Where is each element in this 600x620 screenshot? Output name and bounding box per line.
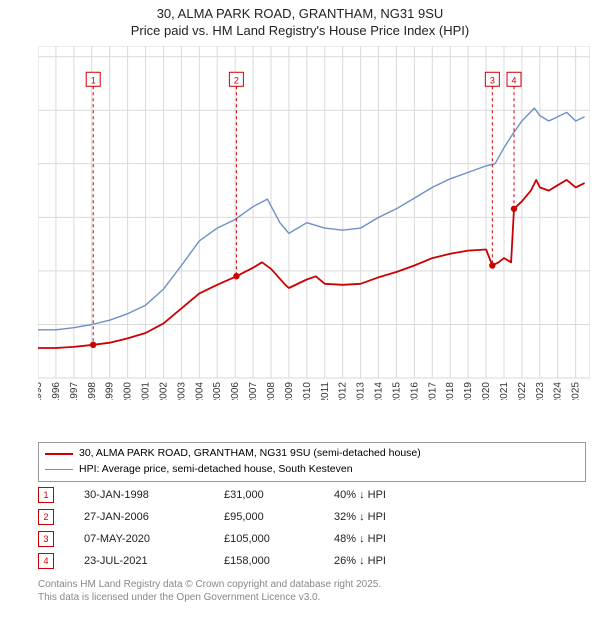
sale-marker-number: 4	[512, 75, 517, 85]
x-tick-label: 2004	[194, 382, 205, 400]
x-tick-label: 2019	[463, 382, 474, 400]
sale-date: 07-MAY-2020	[84, 533, 224, 545]
x-tick-label: 2021	[499, 382, 510, 400]
footer: Contains HM Land Registry data © Crown c…	[38, 578, 381, 604]
sale-price: £105,000	[224, 533, 334, 545]
x-tick-label: 1996	[51, 382, 62, 400]
sale-number-box: 1	[38, 487, 54, 503]
x-tick-label: 1995	[38, 382, 44, 400]
x-tick-label: 2003	[176, 382, 187, 400]
sale-marker-number: 1	[91, 75, 96, 85]
x-tick-label: 2018	[445, 382, 456, 400]
x-tick-label: 2022	[517, 382, 528, 400]
x-tick-label: 1998	[87, 382, 98, 400]
sale-date: 23-JUL-2021	[84, 555, 224, 567]
chart-container: 30, ALMA PARK ROAD, GRANTHAM, NG31 9SU P…	[0, 0, 600, 620]
x-tick-label: 2007	[248, 382, 259, 400]
x-tick-label: 2000	[123, 382, 134, 400]
sale-number-box: 4	[38, 553, 54, 569]
footer-line-1: Contains HM Land Registry data © Crown c…	[38, 578, 381, 591]
x-tick-label: 1997	[69, 382, 80, 400]
legend: 30, ALMA PARK ROAD, GRANTHAM, NG31 9SU (…	[38, 442, 586, 482]
x-tick-label: 2016	[409, 382, 420, 400]
sale-marker-number: 2	[234, 75, 239, 85]
sale-price: £31,000	[224, 489, 334, 501]
x-tick-label: 2010	[302, 382, 313, 400]
sale-marker-dot	[90, 342, 96, 348]
x-tick-label: 2024	[553, 382, 564, 400]
legend-item: HPI: Average price, semi-detached house,…	[45, 462, 579, 478]
table-row: 2 27-JAN-2006£95,00032% ↓ HPI	[38, 506, 386, 528]
x-tick-label: 2002	[158, 382, 169, 400]
sale-date: 30-JAN-1998	[84, 489, 224, 501]
table-row: 1 30-JAN-1998£31,00040% ↓ HPI	[38, 484, 386, 506]
x-tick-label: 2012	[338, 382, 349, 400]
legend-swatch	[45, 469, 73, 470]
sale-number-box: 2	[38, 509, 54, 525]
sale-price: £95,000	[224, 511, 334, 523]
x-tick-label: 2014	[374, 382, 385, 400]
sale-diff: 32% ↓ HPI	[334, 511, 386, 523]
price-chart: £0£50K£100K£150K£200K£250K£300K199519961…	[38, 46, 590, 400]
x-tick-label: 2001	[141, 382, 152, 400]
table-row: 3 07-MAY-2020£105,00048% ↓ HPI	[38, 528, 386, 550]
title-line-1: 30, ALMA PARK ROAD, GRANTHAM, NG31 9SU	[0, 6, 600, 23]
legend-item: 30, ALMA PARK ROAD, GRANTHAM, NG31 9SU (…	[45, 446, 579, 462]
legend-label: HPI: Average price, semi-detached house,…	[79, 462, 353, 478]
x-tick-label: 2013	[356, 382, 367, 400]
sale-marker-dot	[233, 273, 239, 279]
sale-date: 27-JAN-2006	[84, 511, 224, 523]
x-tick-label: 2005	[212, 382, 223, 400]
sale-marker-dot	[511, 206, 517, 212]
sale-marker-number: 3	[490, 75, 495, 85]
sale-number-box: 3	[38, 531, 54, 547]
series-hpi	[38, 108, 585, 330]
series-price_paid	[38, 180, 585, 348]
legend-swatch	[45, 453, 73, 455]
table-row: 4 23-JUL-2021£158,00026% ↓ HPI	[38, 550, 386, 572]
x-tick-label: 2025	[571, 382, 582, 400]
sale-price: £158,000	[224, 555, 334, 567]
sale-diff: 40% ↓ HPI	[334, 489, 386, 501]
x-tick-label: 2017	[427, 382, 438, 400]
title-block: 30, ALMA PARK ROAD, GRANTHAM, NG31 9SU P…	[0, 0, 600, 40]
x-tick-label: 2020	[481, 382, 492, 400]
sale-marker-dot	[489, 262, 495, 268]
sale-diff: 48% ↓ HPI	[334, 533, 386, 545]
x-tick-label: 2006	[230, 382, 241, 400]
x-tick-label: 2011	[320, 382, 331, 400]
x-tick-label: 1999	[105, 382, 116, 400]
footer-line-2: This data is licensed under the Open Gov…	[38, 591, 381, 604]
legend-label: 30, ALMA PARK ROAD, GRANTHAM, NG31 9SU (…	[79, 446, 421, 462]
x-tick-label: 2015	[391, 382, 402, 400]
x-tick-label: 2009	[284, 382, 295, 400]
sales-table: 1 30-JAN-1998£31,00040% ↓ HPI 2 27-JAN-2006…	[38, 484, 386, 572]
sale-diff: 26% ↓ HPI	[334, 555, 386, 567]
x-tick-label: 2008	[266, 382, 277, 400]
x-tick-label: 2023	[535, 382, 546, 400]
title-line-2: Price paid vs. HM Land Registry's House …	[0, 23, 600, 40]
